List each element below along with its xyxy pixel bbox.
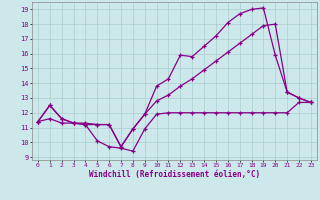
X-axis label: Windchill (Refroidissement éolien,°C): Windchill (Refroidissement éolien,°C)	[89, 170, 260, 179]
